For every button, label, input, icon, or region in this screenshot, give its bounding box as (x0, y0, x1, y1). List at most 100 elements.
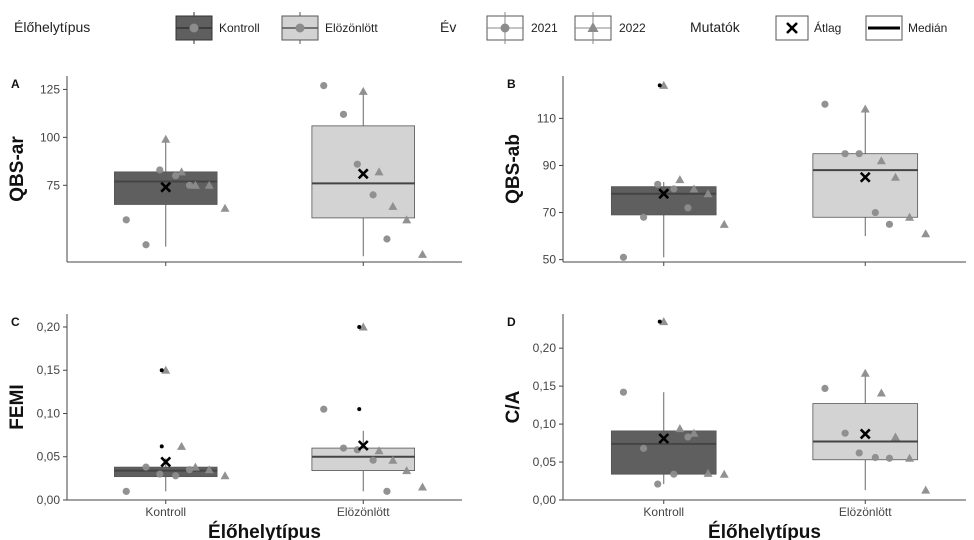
box-body (812, 403, 919, 461)
outlier-point (657, 319, 662, 324)
y-tick-label: 0,20 (533, 341, 557, 355)
data-point-2021 (619, 388, 628, 396)
data-point-2022 (921, 485, 931, 494)
mean-marker (859, 171, 871, 183)
data-point-2021 (185, 181, 194, 189)
data-point-2021 (383, 235, 391, 243)
chart-panels: 75100125AQBS-ar507090110BQBS-ab0,000,050… (7, 76, 966, 540)
data-point-2021 (654, 180, 662, 188)
mean-stroke (859, 428, 871, 440)
legend-label-2022: 2022 (619, 21, 646, 35)
data-point-2021 (185, 466, 194, 474)
legend: Élőhelytípus Kontroll Elözönlött Év 2021 (14, 12, 947, 44)
mean-stroke (160, 456, 172, 468)
data-point-2022 (689, 184, 699, 193)
box-body (311, 125, 415, 219)
y-axis-title: FEMI (7, 384, 28, 429)
data-point-2021 (885, 454, 894, 462)
outlier-point (159, 444, 164, 449)
data-point-2021 (670, 185, 678, 193)
data-point-2022 (204, 465, 214, 474)
y-tick-label: 0,20 (37, 320, 61, 334)
x-tick-label: Elözönlött (337, 505, 390, 519)
data-point-2022 (890, 432, 900, 441)
data-point-2021 (122, 216, 130, 224)
data-point-2022 (703, 468, 713, 477)
legend-key-2021 (486, 12, 524, 44)
data-point-2021 (821, 100, 829, 108)
legend-label-2021: 2021 (531, 21, 558, 35)
data-point-2021 (640, 444, 648, 452)
data-point-2022 (220, 203, 230, 212)
data-point-2022 (905, 453, 915, 462)
data-point-2021 (339, 444, 348, 452)
box-body (812, 153, 919, 218)
box-elozonlott (311, 430, 415, 492)
data-point-2022 (177, 167, 187, 176)
y-tick-label: 125 (40, 82, 60, 96)
y-axis-title: QBS-ab (503, 134, 524, 204)
data-point-2022 (402, 215, 412, 224)
legend-label-elozonlott: Elözönlött (325, 21, 378, 35)
data-point-2021 (156, 166, 164, 174)
y-tick-label: 50 (543, 253, 557, 267)
data-point-2021 (855, 449, 863, 457)
legend-key-median (865, 15, 903, 41)
data-point-2021 (871, 453, 879, 462)
mean-marker (357, 168, 369, 180)
mean-stroke (160, 181, 172, 193)
data-point-2022 (388, 201, 398, 210)
y-tick-label: 0,10 (37, 406, 61, 420)
outlier-point (159, 368, 164, 373)
x-tick-label: Elözönlött (839, 505, 892, 519)
y-axis-title: C/A (503, 390, 524, 423)
data-point-2022 (177, 441, 187, 450)
legend-title-year: Év (440, 19, 456, 35)
legend-key-mean (775, 15, 809, 41)
data-point-2021 (142, 463, 150, 471)
data-point-2022 (358, 322, 368, 331)
legend-key-kontroll (175, 12, 213, 44)
data-point-2022 (418, 482, 427, 491)
legend-label-median: Medián (908, 21, 947, 35)
data-point-2022 (161, 134, 171, 143)
panel-letter: A (11, 77, 20, 91)
data-point-2022 (876, 156, 886, 165)
box-body (114, 466, 218, 478)
data-point-2022 (418, 249, 427, 258)
legend-key-2022 (574, 12, 612, 44)
data-point-2022 (876, 388, 886, 397)
y-tick-label: 0,15 (37, 363, 61, 377)
panel-letter: C (11, 315, 20, 329)
y-tick-label: 0,10 (533, 417, 557, 431)
outlier-point (357, 324, 362, 329)
data-point-2022 (703, 189, 713, 198)
panel-d: 0,00 0,05 0,10 0,15 0,20 Kontroll Elözönlött D C… (503, 314, 966, 540)
data-point-2021 (353, 160, 361, 168)
data-point-2022 (719, 469, 729, 478)
data-point-2021 (172, 172, 180, 180)
panel-letter: B (507, 77, 516, 91)
y-tick-label: 100 (40, 130, 60, 144)
data-point-2021 (821, 384, 829, 392)
data-point-2021 (640, 213, 648, 221)
legend-label-mean: Átlag (814, 20, 841, 35)
y-tick-label: 90 (543, 158, 557, 172)
legend-key-elozonlott (281, 12, 319, 44)
data-point-2022 (190, 462, 200, 471)
data-point-2022 (204, 180, 214, 189)
data-point-2022 (905, 212, 915, 221)
panel-letter: D (507, 315, 516, 329)
y-tick-label: 0,00 (533, 493, 557, 507)
mean-marker (658, 433, 670, 444)
data-point-2022 (388, 455, 398, 464)
data-point-2022 (659, 317, 669, 326)
data-point-2021 (369, 456, 377, 464)
data-point-2022 (374, 167, 384, 176)
data-point-2021 (871, 208, 879, 217)
box-kontroll (114, 458, 218, 492)
mean-marker (357, 440, 369, 451)
data-point-2022 (161, 365, 171, 374)
data-point-2021 (142, 241, 150, 249)
